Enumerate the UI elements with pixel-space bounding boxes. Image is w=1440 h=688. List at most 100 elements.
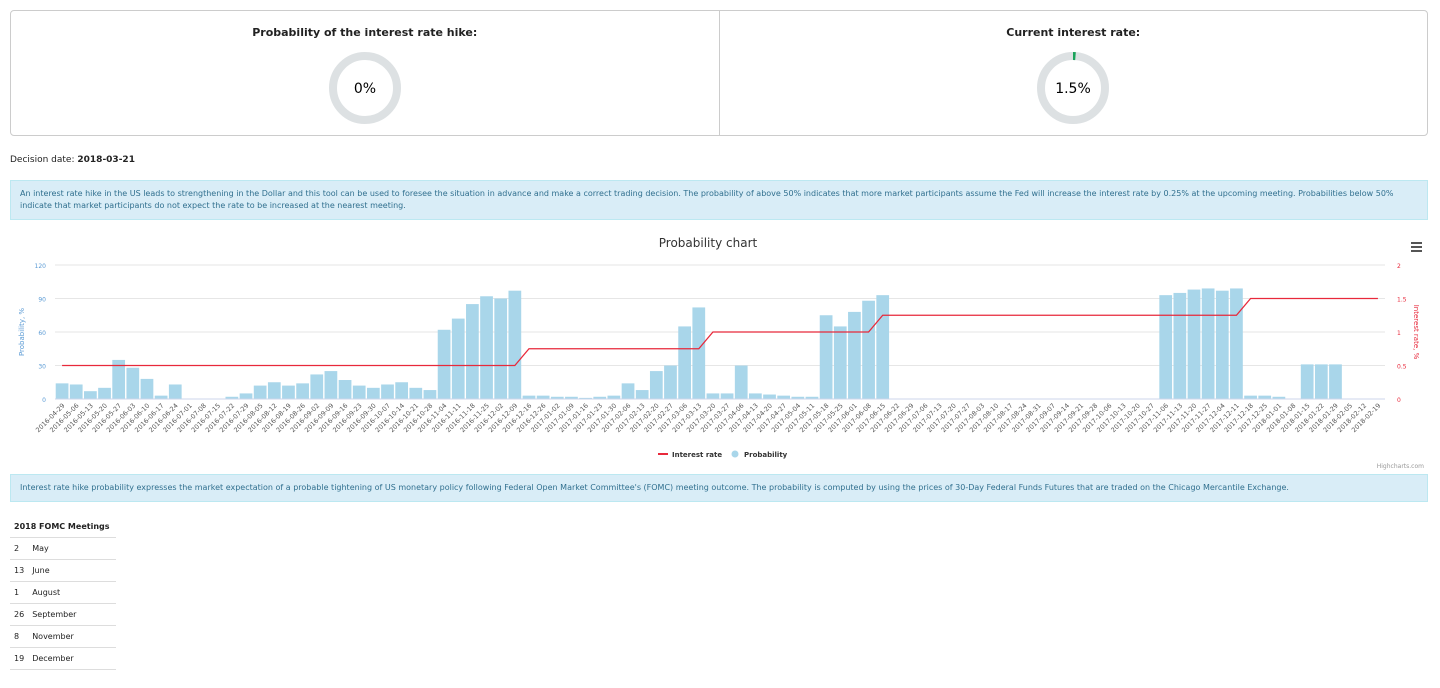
bar: [1187, 289, 1201, 399]
gauge: 1.5%: [1037, 52, 1110, 124]
bar: [1230, 288, 1243, 399]
bar: [734, 365, 748, 399]
gauge-value: 0%: [354, 81, 376, 97]
legend-label: Probability: [744, 451, 788, 459]
bar: [706, 393, 720, 399]
bar: [1314, 364, 1328, 399]
bar: [225, 396, 239, 399]
table-cell: 2: [10, 537, 29, 560]
table-cell: 13: [10, 559, 29, 582]
bar: [664, 365, 677, 399]
bar: [112, 359, 126, 399]
panel: Current interest rate: 1.5%: [718, 11, 1428, 135]
bar: [423, 390, 437, 399]
table-cell: 1: [10, 581, 29, 604]
panel: Probability of the interest rate hike: 0…: [11, 11, 719, 135]
bar: [607, 395, 621, 399]
panel-title: Current interest rate:: [1006, 26, 1141, 39]
decision-date: Decision date: 2018-03-21: [10, 155, 135, 165]
gauge: 0%: [328, 52, 401, 124]
bar: [1300, 364, 1314, 399]
bar: [140, 378, 154, 399]
bar: [98, 387, 111, 399]
bar: [451, 318, 465, 399]
table-cell: May: [28, 537, 117, 560]
meetings-table: 2018 FOMC Meetings 2 May 13 June 1 August 26 Sep…: [10, 516, 117, 670]
bar: [239, 393, 253, 399]
bar: [296, 383, 309, 399]
y-tick-label: 120: [35, 263, 47, 270]
bar: [1215, 290, 1229, 399]
table-title: 2018 FOMC Meetings: [10, 516, 117, 538]
label: Decision date:: [10, 155, 75, 165]
bar: [310, 374, 324, 399]
info-box: Interest rate hike probability expresses…: [10, 474, 1428, 502]
bar: [522, 395, 536, 399]
table-cell: August: [28, 581, 117, 604]
bar: [1173, 292, 1187, 399]
bar: [381, 384, 394, 399]
table-row: 13 June: [10, 559, 117, 582]
table-cell: 26: [10, 603, 29, 626]
legend-label: Interest rate: [672, 451, 722, 459]
bar: [720, 393, 734, 399]
bar: [1258, 395, 1272, 399]
table-cell: September: [28, 603, 117, 626]
bar: [352, 385, 366, 399]
bar: [862, 300, 875, 399]
bar: [55, 383, 69, 399]
bar: [635, 390, 649, 399]
table-row: 2 May: [10, 537, 117, 560]
bar: [267, 382, 281, 399]
table-cell: November: [28, 625, 117, 648]
bar: [678, 326, 691, 399]
bar: [494, 298, 508, 399]
chart-title: Probability chart: [659, 236, 758, 250]
y2-tick-label: 1: [1397, 330, 1401, 337]
bar: [508, 290, 522, 399]
y-tick-label: 90: [38, 297, 46, 304]
y2-tick-label: 0: [1397, 397, 1401, 404]
bar: [848, 311, 861, 399]
date: 2018-03-21: [77, 155, 135, 165]
panel-title: Probability of the interest rate hike:: [252, 26, 478, 39]
bar: [621, 383, 635, 399]
bar: [466, 304, 479, 399]
bar: [1159, 295, 1173, 399]
legend-symbol: [731, 450, 739, 458]
bar: [69, 384, 83, 399]
bar: [876, 295, 890, 399]
bar: [833, 326, 847, 399]
bar: [579, 397, 592, 399]
table-cell: June: [28, 559, 117, 582]
bar: [593, 396, 607, 399]
bar: [1329, 364, 1342, 399]
menu-button[interactable]: [1411, 242, 1422, 252]
summary-panels: Probability of the interest rate hike: 0…: [10, 10, 1428, 136]
bar: [692, 307, 706, 399]
bar: [480, 296, 493, 399]
bar: [1201, 288, 1215, 399]
bar: [324, 371, 338, 399]
table-cell: 19: [10, 647, 29, 670]
bar: [763, 394, 776, 399]
bar: [84, 391, 97, 399]
bar: [253, 385, 267, 399]
table-row: 19 December: [10, 647, 117, 670]
bar: [409, 387, 423, 399]
bar: [338, 380, 352, 399]
line: [62, 297, 1378, 367]
y2-tick-label: 0.5: [1397, 364, 1407, 371]
table-cell: 8: [10, 625, 29, 648]
bar: [791, 396, 805, 399]
bar: [819, 315, 833, 399]
bar: [395, 382, 409, 399]
y-tick-label: 0: [42, 397, 46, 404]
bar: [1244, 395, 1257, 399]
y2-axis-title: Interest rate, %: [1412, 305, 1420, 360]
bar: [126, 367, 140, 399]
bar: [749, 393, 762, 399]
table-cell: December: [28, 647, 117, 670]
credits: Highcharts.com: [1377, 463, 1424, 470]
